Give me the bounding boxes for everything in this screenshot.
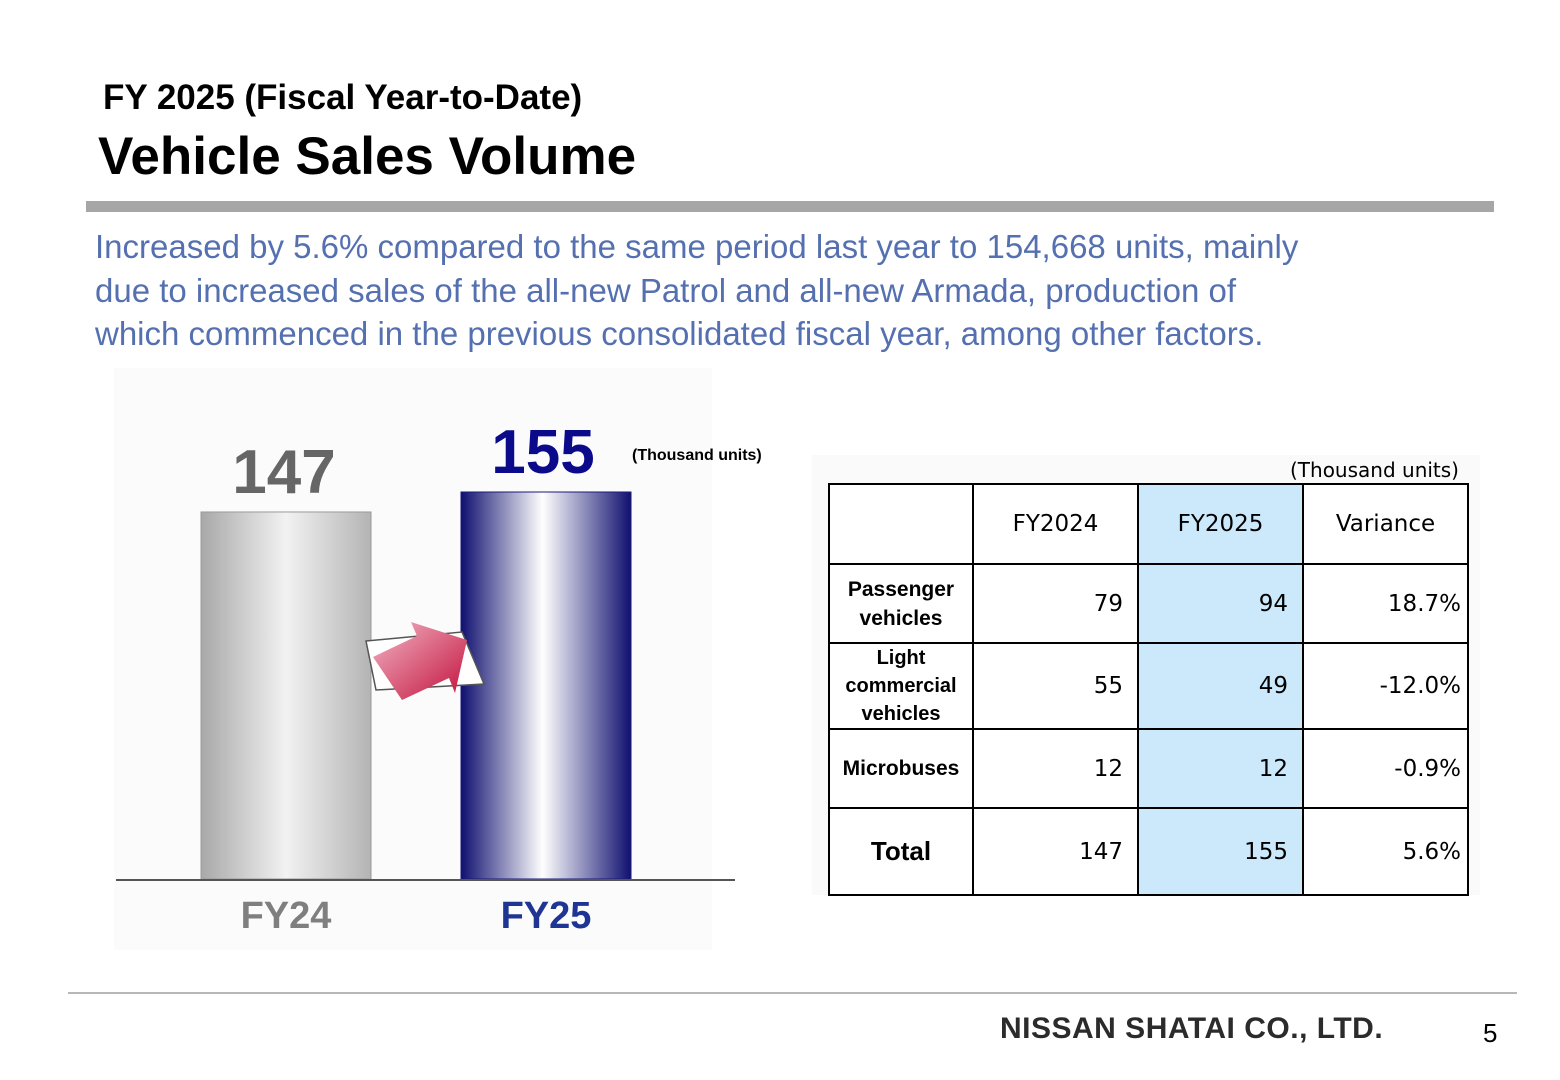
row-label-light-commercial-vehicles: Light commercial vehicles — [828, 642, 974, 730]
table-row: Light commercial vehicles 55 49 -12.0% — [828, 642, 1469, 730]
cell-fy2025: 155 — [1137, 807, 1304, 896]
summary-text: Increased by 5.6% compared to the same p… — [95, 225, 1495, 356]
row-label-passenger-vehicles: Passenger vehicles — [828, 563, 974, 644]
footer-divider — [68, 992, 1517, 994]
cell-variance: 18.7% — [1302, 563, 1469, 644]
column-header-fy2024: FY2024 — [972, 483, 1139, 565]
row-label-line: vehicles — [859, 606, 943, 630]
row-label-line: Total — [870, 836, 932, 866]
row-label-microbuses: Microbuses — [828, 728, 974, 809]
row-label-line: Passenger — [847, 577, 955, 601]
cell-fy2025: 12 — [1137, 728, 1304, 809]
cell-fy2024: 79 — [972, 563, 1139, 644]
cell-fy2024: 55 — [972, 642, 1139, 730]
bar-fy25 — [460, 491, 632, 880]
row-label-line: Microbuses — [842, 757, 960, 780]
slide-subtitle: FY 2025 (Fiscal Year-to-Date) — [103, 78, 583, 117]
cell-variance: 5.6% — [1302, 807, 1469, 896]
row-label-line: vehicles — [861, 703, 941, 725]
column-header-category — [828, 483, 974, 565]
row-label-line: commercial — [845, 675, 957, 697]
bar-value-label-fy25: 155 — [491, 418, 594, 487]
slide-title: Vehicle Sales Volume — [98, 127, 637, 186]
bar-fy24 — [200, 511, 372, 880]
cell-fy2024: 12 — [972, 728, 1139, 809]
title-divider — [86, 201, 1494, 212]
table-row: Microbuses 12 12 -0.9% — [828, 728, 1469, 809]
row-label-line: Light — [876, 647, 926, 669]
page-number: 5 — [1483, 1018, 1498, 1048]
sales-breakdown-table: FY2024 FY2025 Variance Passenger vehicle… — [828, 483, 1469, 896]
column-header-fy2025: FY2025 — [1137, 483, 1304, 565]
cell-fy2025: 94 — [1137, 563, 1304, 644]
table-unit-note: (Thousand units) — [1290, 458, 1459, 482]
chart-unit-note: (Thousand units) — [632, 447, 762, 464]
category-label-fy24: FY24 — [241, 895, 332, 937]
cell-variance: -12.0% — [1302, 642, 1469, 730]
summary-line-2: due to increased sales of the all-new Pa… — [95, 271, 1236, 309]
summary-line-3: which commenced in the previous consolid… — [95, 315, 1264, 352]
cell-fy2024: 147 — [972, 807, 1139, 896]
table-row-total: Total 147 155 5.6% — [828, 807, 1469, 896]
company-logo: NISSAN SHATAI CO., LTD. — [1000, 1012, 1384, 1045]
row-label-total: Total — [828, 807, 974, 896]
table-row: Passenger vehicles 79 94 18.7% — [828, 563, 1469, 644]
growth-arrow-icon — [365, 622, 486, 700]
column-header-variance: Variance — [1302, 483, 1469, 565]
cell-fy2025: 49 — [1137, 642, 1304, 730]
table-header-row: FY2024 FY2025 Variance — [828, 483, 1469, 565]
cell-variance: -0.9% — [1302, 728, 1469, 809]
summary-line-1: Increased by 5.6% compared to the same p… — [95, 228, 1299, 265]
category-label-fy25: FY25 — [501, 895, 592, 937]
bar-value-label-fy24: 147 — [232, 438, 335, 507]
